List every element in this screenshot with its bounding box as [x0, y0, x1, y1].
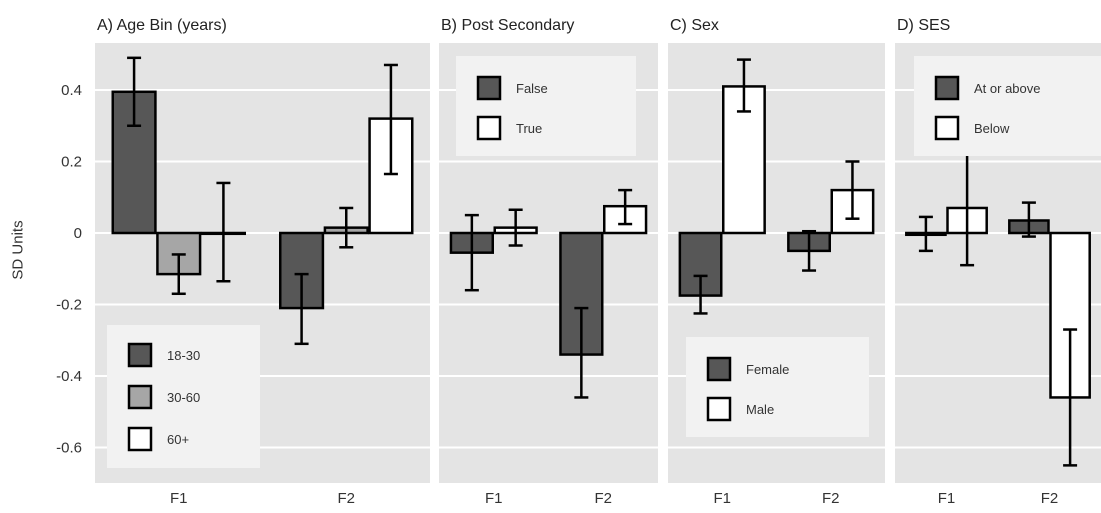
- legend-swatch: [127, 384, 153, 410]
- y-tick-label: 0.2: [61, 154, 82, 171]
- legend-swatch: [934, 75, 960, 101]
- panel-title: A) Age Bin (years): [97, 17, 227, 34]
- x-tick-label: F2: [822, 490, 840, 507]
- legend-label: 60+: [167, 432, 189, 447]
- y-tick-label: 0: [74, 225, 82, 242]
- y-axis-label: SD Units: [9, 220, 27, 280]
- legend-box: [686, 337, 869, 437]
- legend-swatch: [706, 396, 732, 422]
- legend-label: True: [516, 121, 542, 136]
- x-tick-label: F2: [594, 490, 612, 507]
- legend-swatch: [127, 342, 153, 368]
- legend-box: [456, 56, 636, 156]
- panel-title: B) Post Secondary: [441, 17, 574, 34]
- bar: [368, 117, 414, 235]
- x-tick-label: F1: [170, 490, 188, 507]
- legend-label: Female: [746, 362, 789, 377]
- legend-label: False: [516, 81, 548, 96]
- legend-swatch: [476, 115, 502, 141]
- legend-box: [914, 56, 1101, 156]
- legend-swatch: [706, 356, 732, 382]
- legend-label: 18-30: [167, 348, 200, 363]
- y-tick-label: -0.6: [56, 440, 82, 457]
- legend-label: Male: [746, 402, 774, 417]
- x-tick-label: F2: [1041, 490, 1059, 507]
- legend-swatch: [476, 75, 502, 101]
- panel-title: C) Sex: [670, 17, 719, 34]
- x-tick-label: F1: [713, 490, 731, 507]
- legend-swatch: [934, 115, 960, 141]
- legend-label: 30-60: [167, 390, 200, 405]
- panel-title: D) SES: [897, 17, 950, 34]
- y-tick-label: 0.4: [61, 82, 82, 99]
- legend-swatch: [127, 426, 153, 452]
- y-tick-label: -0.2: [56, 297, 82, 314]
- legend-label: At or above: [974, 81, 1041, 96]
- x-tick-label: F1: [485, 490, 503, 507]
- legend-label: Below: [974, 121, 1010, 136]
- y-tick-label: -0.4: [56, 368, 82, 385]
- x-tick-label: F2: [337, 490, 355, 507]
- x-tick-label: F1: [938, 490, 956, 507]
